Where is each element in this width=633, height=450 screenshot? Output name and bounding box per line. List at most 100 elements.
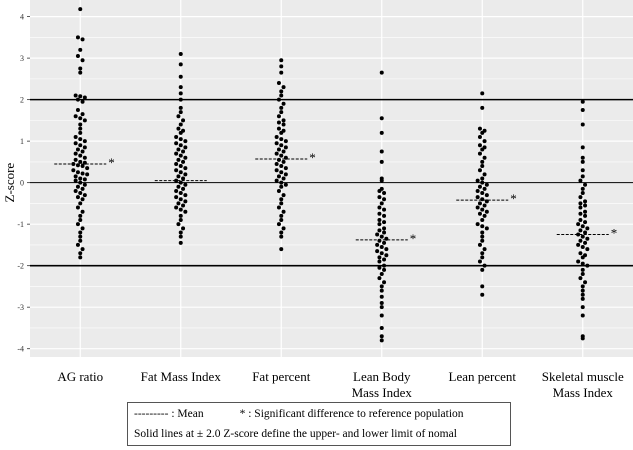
data-point bbox=[78, 126, 83, 131]
data-point bbox=[580, 99, 585, 104]
data-point bbox=[580, 168, 585, 173]
data-point bbox=[475, 178, 480, 183]
data-point bbox=[85, 166, 90, 171]
data-point bbox=[178, 137, 183, 142]
data-point bbox=[178, 234, 183, 239]
data-point bbox=[580, 296, 585, 301]
data-point bbox=[178, 191, 183, 196]
data-point bbox=[176, 184, 181, 189]
data-point bbox=[80, 164, 85, 169]
data-point bbox=[181, 186, 186, 191]
data-point bbox=[75, 195, 80, 200]
data-point bbox=[379, 130, 384, 135]
data-point bbox=[382, 263, 387, 268]
data-point bbox=[276, 157, 281, 162]
data-point bbox=[375, 242, 380, 247]
data-point bbox=[78, 234, 83, 239]
data-point bbox=[80, 186, 85, 191]
data-point bbox=[178, 213, 183, 218]
data-point bbox=[382, 220, 387, 225]
data-point bbox=[583, 230, 588, 235]
x-category-label: Fat Mass Index bbox=[141, 369, 222, 384]
data-point bbox=[480, 284, 485, 289]
data-point bbox=[583, 240, 588, 245]
data-point bbox=[176, 114, 181, 119]
data-point bbox=[480, 238, 485, 243]
data-point bbox=[583, 213, 588, 218]
data-point bbox=[279, 230, 284, 235]
x-category-label: Mass Index bbox=[553, 385, 614, 400]
data-point bbox=[176, 147, 181, 152]
data-point bbox=[279, 247, 284, 252]
data-point bbox=[382, 257, 387, 262]
data-point bbox=[578, 211, 583, 216]
data-point bbox=[178, 207, 183, 212]
data-point bbox=[279, 213, 284, 218]
data-point bbox=[181, 203, 186, 208]
data-point bbox=[279, 70, 284, 75]
data-point bbox=[382, 267, 387, 272]
data-point bbox=[377, 195, 382, 200]
data-point bbox=[482, 247, 487, 252]
data-point bbox=[281, 118, 286, 123]
data-point bbox=[279, 197, 284, 202]
data-point bbox=[482, 172, 487, 177]
data-point bbox=[281, 122, 286, 127]
data-point bbox=[477, 242, 482, 247]
data-point bbox=[379, 284, 384, 289]
data-point bbox=[178, 97, 183, 102]
data-point bbox=[78, 47, 83, 52]
data-point bbox=[274, 141, 279, 146]
data-point bbox=[377, 265, 382, 270]
data-point bbox=[276, 114, 281, 119]
significance-star: * bbox=[309, 150, 316, 165]
data-point bbox=[75, 35, 80, 40]
legend-mean-symbol: --------- bbox=[134, 408, 169, 420]
data-point bbox=[174, 168, 179, 173]
data-point bbox=[580, 191, 585, 196]
data-point bbox=[276, 222, 281, 227]
x-category-label: AG ratio bbox=[57, 369, 103, 384]
data-point bbox=[578, 276, 583, 281]
data-point bbox=[75, 242, 80, 247]
data-point bbox=[181, 128, 186, 133]
data-point bbox=[80, 171, 85, 176]
data-point bbox=[178, 85, 183, 90]
plot-panel bbox=[30, 0, 633, 357]
data-point bbox=[78, 218, 83, 223]
data-point bbox=[382, 280, 387, 285]
data-point bbox=[482, 186, 487, 191]
data-point bbox=[475, 222, 480, 227]
data-point bbox=[82, 95, 87, 100]
data-point bbox=[379, 234, 384, 239]
data-point bbox=[585, 263, 590, 268]
data-point bbox=[379, 244, 384, 249]
data-point bbox=[585, 247, 590, 252]
data-point bbox=[279, 89, 284, 94]
data-point bbox=[583, 182, 588, 187]
data-point bbox=[480, 292, 485, 297]
data-point bbox=[382, 226, 387, 231]
data-point bbox=[279, 110, 284, 115]
data-point bbox=[384, 247, 389, 252]
data-point bbox=[279, 64, 284, 69]
data-point bbox=[279, 234, 284, 239]
data-point bbox=[379, 338, 384, 343]
data-point bbox=[178, 122, 183, 127]
y-tick-label: 1 bbox=[20, 137, 24, 146]
legend-sig-symbol: * bbox=[239, 408, 246, 420]
data-point bbox=[78, 130, 83, 135]
data-point bbox=[274, 134, 279, 139]
data-point bbox=[274, 151, 279, 156]
data-point bbox=[181, 226, 186, 231]
data-point bbox=[281, 101, 286, 106]
data-point bbox=[375, 232, 380, 237]
data-point bbox=[283, 166, 288, 171]
data-point bbox=[580, 155, 585, 160]
data-point bbox=[73, 174, 78, 179]
data-point bbox=[183, 193, 188, 198]
data-point bbox=[480, 191, 485, 196]
y-tick-label: -2 bbox=[17, 262, 24, 271]
data-point bbox=[178, 105, 183, 110]
